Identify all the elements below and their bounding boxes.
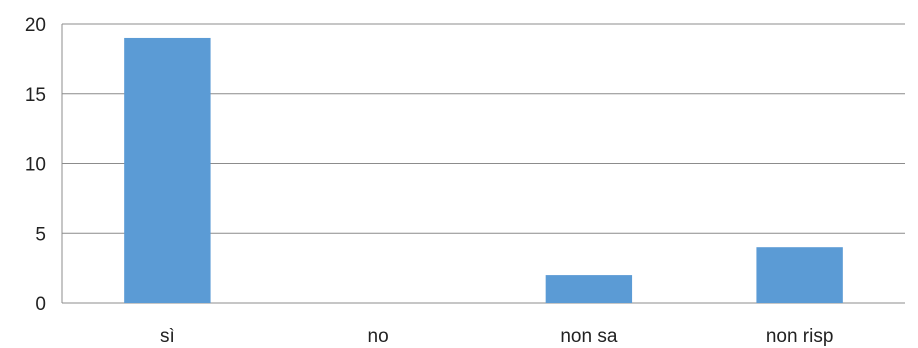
bar-3 bbox=[756, 247, 843, 303]
x-category-label: non sa bbox=[560, 326, 617, 347]
y-tick-label: 5 bbox=[35, 224, 46, 245]
x-axis-category-labels: sì no non sa non risp bbox=[160, 326, 833, 347]
bar-0 bbox=[124, 37, 211, 303]
x-category-label: non risp bbox=[766, 326, 834, 347]
y-axis-tick-labels: 0 5 10 15 20 bbox=[25, 15, 46, 315]
x-category-label: sì bbox=[160, 326, 175, 347]
bar-2 bbox=[545, 275, 633, 303]
bars bbox=[124, 37, 843, 303]
y-tick-label: 15 bbox=[25, 85, 46, 106]
y-tick-label: 20 bbox=[25, 15, 46, 36]
y-tick-label: 0 bbox=[35, 294, 46, 315]
y-tick-label: 10 bbox=[25, 155, 46, 176]
x-category-label: no bbox=[368, 326, 389, 347]
